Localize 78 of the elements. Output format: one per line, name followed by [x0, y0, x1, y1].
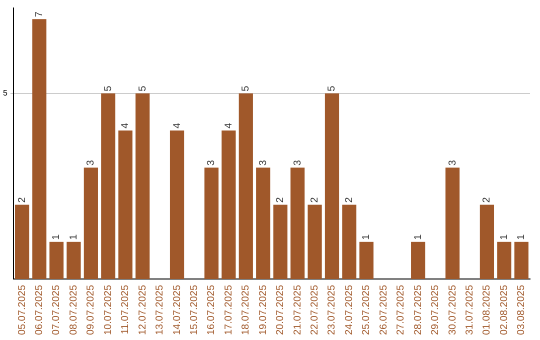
- bar: [222, 130, 236, 279]
- data-label: 5: [102, 85, 114, 92]
- data-label: 2: [310, 196, 321, 203]
- x-tick-label: 25.07.2025: [361, 284, 372, 336]
- data-label: 2: [16, 196, 28, 203]
- x-tick-label: 09.07.2025: [86, 284, 97, 336]
- x-tick-label: 14.07.2025: [172, 284, 183, 336]
- x-tick-label: 22.07.2025: [310, 284, 321, 336]
- data-label: 4: [172, 122, 183, 128]
- data-label: 3: [292, 160, 304, 166]
- data-label: 3: [206, 160, 218, 166]
- data-label: 1: [68, 234, 80, 240]
- x-tick-label: 28.07.2025: [412, 284, 424, 336]
- data-label: 3: [86, 160, 97, 166]
- x-tick-label: 18.07.2025: [240, 284, 252, 336]
- data-label: 1: [516, 234, 528, 240]
- data-label: 4: [120, 122, 132, 128]
- data-label: 5: [240, 85, 252, 92]
- bar: [497, 242, 512, 279]
- bar: [136, 93, 150, 279]
- bar: [49, 242, 64, 279]
- bar: [290, 168, 305, 279]
- data-label: 3: [447, 160, 458, 166]
- data-label: 2: [275, 196, 286, 203]
- bar: [342, 204, 356, 279]
- x-tick-label: 21.07.2025: [292, 284, 304, 336]
- x-tick-label: 13.07.2025: [154, 284, 166, 336]
- x-tick-label: 26.07.2025: [378, 284, 390, 336]
- bar: [445, 168, 460, 279]
- bar: [256, 168, 270, 279]
- x-tick-label: 11.07.2025: [120, 284, 132, 334]
- x-tick-label: 23.07.2025: [326, 284, 338, 336]
- bar: [359, 242, 374, 279]
- bar: [273, 204, 288, 279]
- x-tick-label: 07.07.2025: [51, 284, 62, 336]
- data-label: 1: [412, 234, 424, 240]
- data-label: 5: [137, 85, 148, 92]
- x-tick-label: 20.07.2025: [275, 284, 286, 336]
- x-tick-label: 10.07.2025: [102, 284, 114, 336]
- x-tick-label: 29.07.2025: [430, 284, 442, 336]
- bar: [66, 242, 81, 279]
- bar: [411, 242, 426, 279]
- x-tick-label: 17.07.2025: [223, 284, 234, 336]
- data-label: 7: [34, 11, 46, 18]
- x-tick-label: 12.07.2025: [137, 284, 148, 336]
- bar: [238, 93, 253, 279]
- data-label: 2: [344, 196, 355, 203]
- bar: [84, 168, 98, 279]
- x-tick-label: 19.07.2025: [258, 284, 269, 336]
- x-tick-label: 30.07.2025: [447, 284, 458, 336]
- data-label: 1: [51, 234, 62, 240]
- bar: [324, 93, 340, 279]
- bar: [514, 242, 528, 279]
- x-tick-label: 08.07.2025: [68, 284, 80, 336]
- data-label: 1: [361, 234, 372, 240]
- x-tick-label: 24.07.2025: [344, 284, 355, 336]
- x-tick-label: 31.07.2025: [464, 284, 476, 336]
- bar: [101, 93, 116, 279]
- x-tick-label: 01.08.2025: [482, 284, 493, 336]
- bar: [15, 204, 30, 279]
- x-tick-label: 27.07.2025: [396, 284, 407, 336]
- x-tick-label: 05.07.2025: [16, 284, 28, 336]
- bar: [118, 130, 132, 279]
- bar: [170, 130, 184, 279]
- bar: [204, 168, 219, 279]
- x-tick-label: 15.07.2025: [188, 284, 200, 336]
- x-tick-label: 16.07.2025: [206, 284, 218, 336]
- data-label: 1: [498, 234, 510, 240]
- data-label: 4: [223, 122, 234, 128]
- bar: [480, 204, 494, 279]
- bar: [308, 204, 322, 279]
- data-label: 3: [258, 160, 269, 166]
- x-tick-label: 06.07.2025: [34, 284, 46, 336]
- x-tick-label: 02.08.2025: [498, 284, 510, 336]
- data-label: 5: [326, 85, 338, 92]
- x-tick-label: 03.08.2025: [516, 284, 528, 336]
- bar: [32, 19, 46, 279]
- data-label: 2: [482, 196, 493, 203]
